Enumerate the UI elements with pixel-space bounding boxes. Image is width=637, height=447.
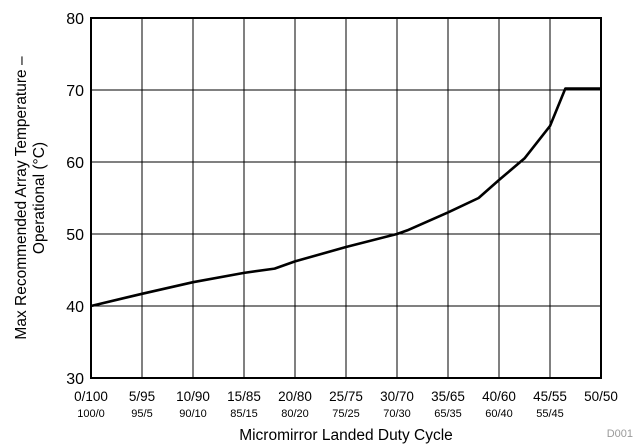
- x-tick-label-secondary: 80/20: [281, 408, 309, 420]
- y-tick-label: 50: [66, 227, 84, 244]
- x-tick-label: 50/50: [584, 389, 618, 404]
- x-tick-label: 35/65: [431, 389, 465, 404]
- figure-id-note: D001: [607, 428, 633, 440]
- plot-area-frame: [90, 17, 602, 379]
- x-tick-label: 0/100: [74, 389, 108, 404]
- y-tick-label: 70: [66, 83, 84, 100]
- x-tick-label: 20/80: [278, 389, 312, 404]
- y-axis-label: Max Recommended Array Temperature – Oper…: [13, 56, 48, 340]
- y-tick-label: 80: [66, 11, 84, 28]
- x-tick-label-secondary: 75/25: [332, 408, 360, 420]
- x-tick-label: 25/75: [329, 389, 363, 404]
- x-tick-label: 45/55: [533, 389, 567, 404]
- series-layer: [90, 87, 601, 308]
- x-tick-label-secondary: 90/10: [179, 408, 207, 420]
- y-tick-label: 40: [66, 299, 84, 316]
- y-axis-label-line-1: Max Recommended Array Temperature –: [13, 56, 30, 340]
- x-axis-label: Micromirror Landed Duty Cycle: [239, 427, 453, 444]
- series-line: [90, 87, 601, 308]
- y-tick-label: 60: [66, 155, 84, 172]
- x-tick-label-secondary: 100/0: [77, 408, 105, 420]
- x-tick-label: 30/70: [380, 389, 414, 404]
- x-tick-label-secondary: 95/5: [131, 408, 152, 420]
- x-tick-label-secondary: 60/40: [485, 408, 513, 420]
- grid-lines: [91, 18, 601, 378]
- y-axis-ticks: 30 40 50 60 70 80: [66, 11, 84, 388]
- x-tick-label: 15/85: [227, 389, 261, 404]
- x-axis-ticks: 0/100 100/0 5/95 95/5 10/90 90/10 15/85 85/15 20…: [74, 389, 618, 420]
- x-tick-label-secondary: 55/45: [536, 408, 564, 420]
- x-tick-label-secondary: 85/15: [230, 408, 258, 420]
- x-tick-label: 10/90: [176, 389, 210, 404]
- x-tick-label-secondary: 65/35: [434, 408, 462, 420]
- y-axis-label-line-2: Operational (°C): [31, 142, 48, 254]
- y-tick-label: 30: [66, 371, 84, 388]
- x-tick-label: 40/60: [482, 389, 516, 404]
- x-tick-label: 5/95: [129, 389, 155, 404]
- x-tick-label-secondary: 70/30: [383, 408, 411, 420]
